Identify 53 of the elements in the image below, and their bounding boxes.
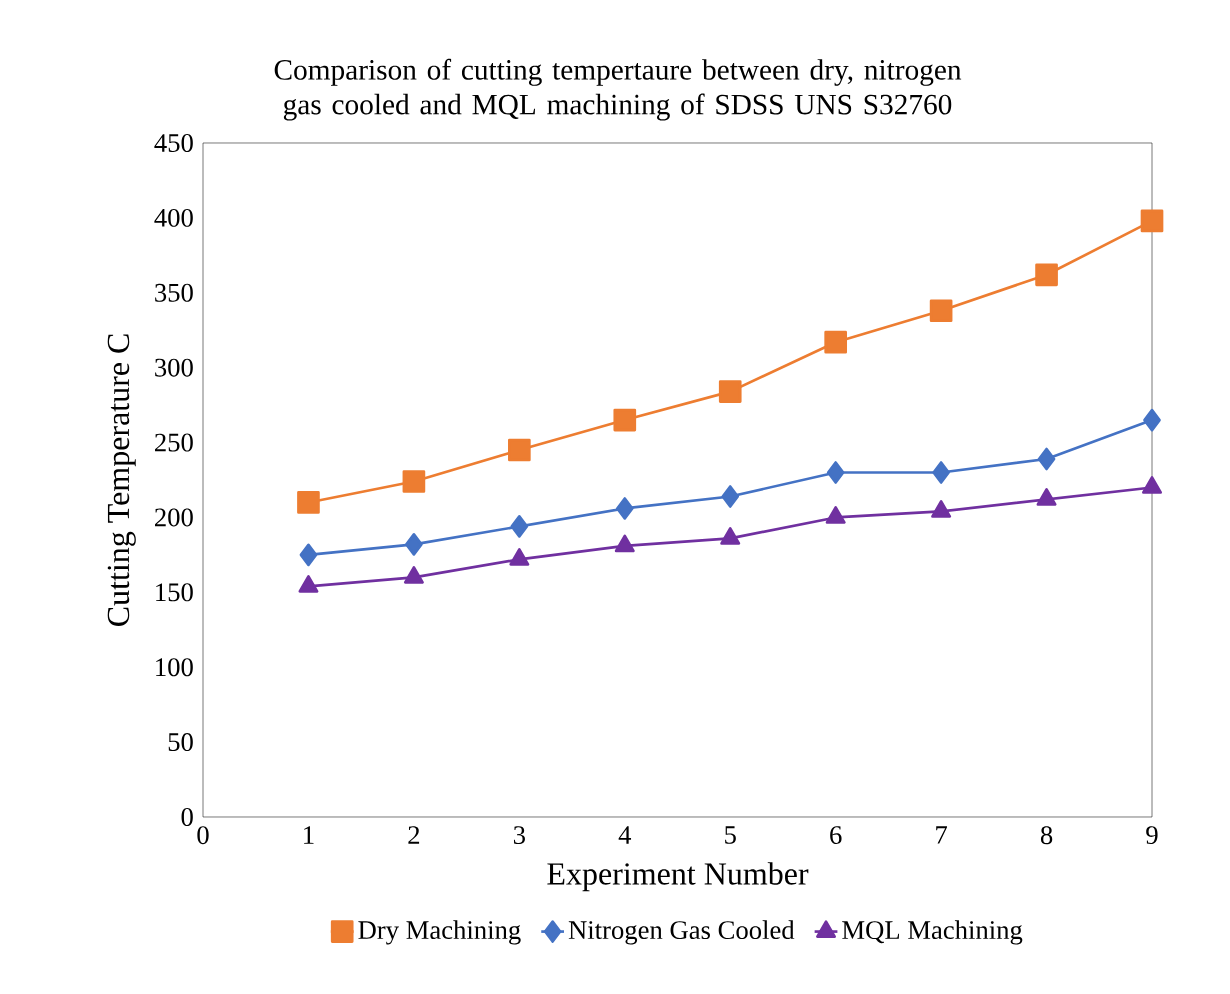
point xyxy=(299,543,318,567)
point xyxy=(718,380,742,403)
point xyxy=(932,461,950,484)
y-tick-label: 50 xyxy=(168,733,193,752)
point xyxy=(510,515,529,538)
y-tick-label: 450 xyxy=(154,134,193,152)
x-tick-label: 7 xyxy=(936,826,948,844)
x-tick-label: 2 xyxy=(408,826,420,844)
point xyxy=(720,527,741,545)
point xyxy=(1035,263,1058,287)
point xyxy=(1036,488,1057,506)
legend-label: Nitrogen Gas Cooled xyxy=(568,920,795,945)
point xyxy=(614,534,635,553)
point xyxy=(615,497,634,520)
point xyxy=(508,438,531,462)
y-tick-label: 0 xyxy=(181,807,193,826)
point xyxy=(613,408,637,432)
point xyxy=(824,330,848,354)
point xyxy=(931,500,952,518)
x-axis-title: Experiment Number xyxy=(547,862,809,892)
point xyxy=(1140,209,1164,233)
x-tick-label: 9 xyxy=(1146,826,1158,845)
y-tick-label: 400 xyxy=(154,208,193,227)
point xyxy=(297,491,320,514)
point xyxy=(298,574,319,593)
y-tick-label: 250 xyxy=(155,433,193,452)
y-tick-label: 150 xyxy=(156,583,193,602)
x-tick-label: 5 xyxy=(725,826,736,844)
point xyxy=(403,566,424,584)
x-tick-label: 8 xyxy=(1040,826,1053,845)
legend-label: Dry Machining xyxy=(358,920,521,945)
point xyxy=(721,485,740,508)
point xyxy=(929,299,953,323)
x-tick-label: 6 xyxy=(830,826,842,845)
y-axis-title: Cutting Temperature C xyxy=(107,334,136,626)
point xyxy=(1143,408,1161,432)
x-tick-label: 1 xyxy=(304,826,314,844)
point xyxy=(509,548,530,566)
point xyxy=(405,533,423,556)
legend-label: MQL Machining xyxy=(842,920,1023,945)
point xyxy=(1142,476,1163,494)
y-tick-label: 300 xyxy=(155,358,193,377)
x-tick-label: 3 xyxy=(513,826,525,845)
point xyxy=(825,506,846,524)
x-tick-label: 0 xyxy=(197,826,209,845)
point xyxy=(402,470,426,493)
point xyxy=(1037,447,1056,471)
chart-title: Comparison of cutting tempertaure between dry, nitrogen gas cooled and MQL machining of SDSS UNS S32760 xyxy=(274,58,962,121)
x-tick-label: 4 xyxy=(618,826,632,844)
y-tick-label: 200 xyxy=(155,508,193,527)
point xyxy=(826,461,845,484)
y-tick-label: 100 xyxy=(156,658,193,677)
y-tick-label: 350 xyxy=(155,283,193,302)
